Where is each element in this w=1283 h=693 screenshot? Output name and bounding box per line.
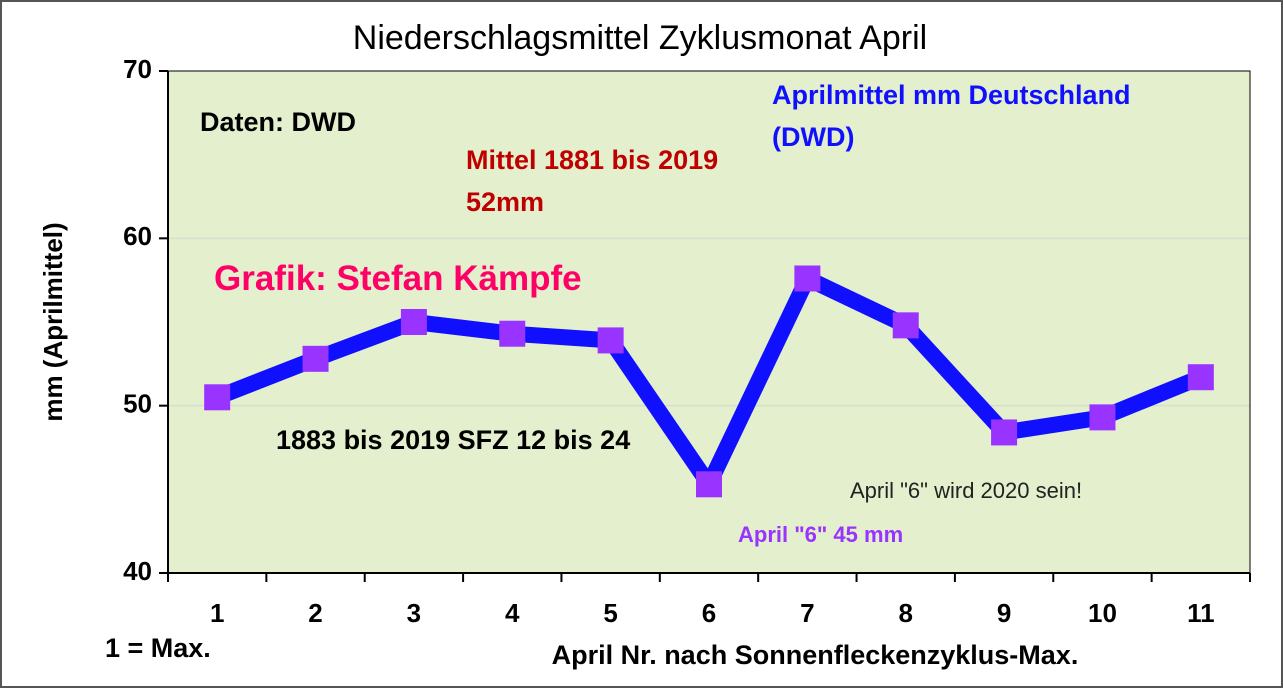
x-tick-label: 11 [1187, 598, 1215, 628]
annotation: Grafik: Stefan Kämpfe [214, 259, 582, 298]
marker [991, 419, 1018, 446]
x-tick-label: 3 [407, 598, 421, 628]
marker [1089, 404, 1116, 431]
y-tick-label: 60 [123, 221, 152, 251]
annotation: April "6" 45 mm [738, 522, 904, 547]
marker [1187, 364, 1214, 391]
x-axis-label: April Nr. nach Sonnenfleckenzyklus-Max. [552, 640, 1079, 670]
x-tick-label: 2 [308, 598, 322, 628]
y-tick-label: 50 [123, 389, 152, 419]
x-note: 1 = Max. [105, 633, 211, 663]
x-tick-label: 9 [997, 598, 1011, 628]
y-axis-label: mm (Aprilmittel) [38, 222, 68, 421]
chart-title: Niederschlagsmittel Zyklusmonat April [353, 19, 927, 57]
marker [892, 312, 919, 339]
x-tick-label: 8 [898, 598, 912, 628]
marker [400, 309, 427, 335]
x-tick-label: 1 [210, 598, 224, 628]
y-tick-label: 70 [123, 54, 152, 84]
annotation: Daten: DWD [200, 107, 356, 137]
marker [597, 327, 624, 354]
legend-entry: Aprilmittel mm Deutschland (DWD) [772, 80, 1131, 152]
x-tick-label: 5 [603, 598, 617, 628]
x-tick-label: 6 [702, 598, 716, 628]
marker [302, 345, 329, 372]
x-tick-label: 10 [1088, 598, 1117, 628]
marker [696, 471, 722, 498]
annotation: 1883 bis 2019 SFZ 12 bis 24 [276, 425, 631, 455]
x-tick-label: 7 [800, 598, 814, 628]
marker [499, 320, 526, 347]
y-tick-label: 40 [123, 556, 152, 586]
plot-border [167, 70, 1251, 574]
annotation: Mittel 1881 bis 2019 52mm [466, 145, 719, 217]
annotation: April "6" wird 2020 sein! [850, 478, 1083, 503]
marker [204, 384, 231, 411]
x-tick-label: 4 [505, 598, 520, 628]
marker [794, 265, 821, 292]
